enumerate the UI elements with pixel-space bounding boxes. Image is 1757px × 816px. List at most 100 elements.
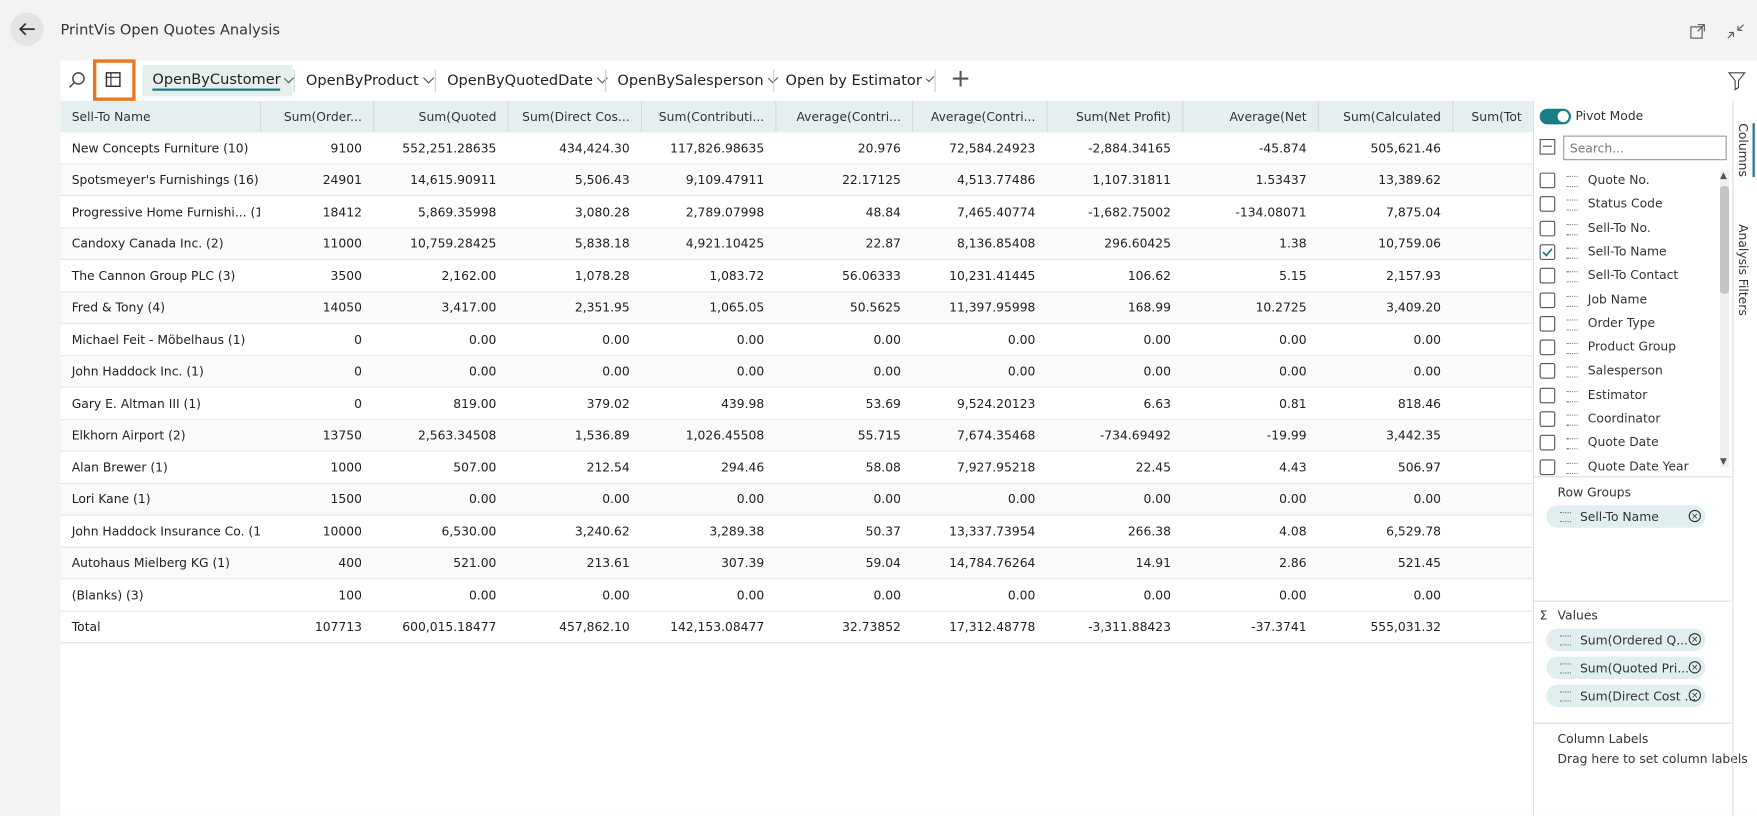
field-checkbox[interactable]	[1539, 363, 1556, 380]
chip-remove[interactable]: ×	[1688, 633, 1701, 646]
window-controls[interactable]	[1690, 22, 1746, 40]
table-cell: 55.715	[857, 428, 901, 443]
field-label[interactable]: Sell-To No.	[1587, 220, 1651, 235]
field-label[interactable]: Quote Date	[1587, 435, 1659, 450]
field-label[interactable]: Quote No.	[1587, 172, 1650, 188]
field-checkbox[interactable]	[1539, 339, 1556, 356]
field-checkbox[interactable]	[1539, 220, 1556, 236]
table-cell: 0.00	[1413, 332, 1442, 348]
field-label[interactable]: Product Group	[1587, 339, 1677, 355]
table-cell: 106.62	[1127, 268, 1171, 284]
field-label[interactable]: Sell-To Contact	[1587, 268, 1679, 283]
chip-remove[interactable]: ×	[1688, 689, 1701, 702]
table-row	[60, 419, 1533, 452]
side-tab[interactable]: Columns	[1736, 123, 1755, 177]
column-header[interactable]: Average(Contri...	[912, 100, 1046, 133]
column-header[interactable]: Sum(Order...	[259, 100, 373, 133]
field-checkbox[interactable]	[1539, 411, 1556, 427]
view-tab[interactable]: OpenBySalesperson	[607, 67, 778, 94]
field-checkbox[interactable]	[1539, 291, 1556, 308]
column-header[interactable]: Sum(Quoted	[373, 100, 507, 133]
chip[interactable]: Sum(Direct Cost ... ×	[1546, 684, 1706, 708]
field-checkbox[interactable]	[1539, 315, 1556, 332]
table-cell: -734.69492	[1099, 428, 1171, 443]
field-label[interactable]: Salesperson	[1587, 363, 1663, 379]
add-tab[interactable]: +	[950, 64, 971, 94]
table-cell: 0.00	[602, 588, 630, 603]
view-tab[interactable]: Open by Estimator	[775, 67, 935, 94]
table-cell: 0.00	[468, 588, 497, 603]
field-search[interactable]: Search...	[1563, 135, 1727, 161]
chip-remove[interactable]: ×	[1688, 509, 1701, 523]
table-cell: Alan Brewer (1)	[71, 460, 168, 475]
column-labels-hint: Drag here to set column labels	[1557, 751, 1748, 767]
side-tab[interactable]: Analysis Filters	[1735, 224, 1751, 316]
table-cell: 0.00	[873, 588, 901, 603]
field-label[interactable]: Quote Date Year	[1587, 458, 1689, 474]
field-label[interactable]: Estimator	[1587, 387, 1648, 402]
table-cell: 0.00	[1007, 364, 1036, 380]
chip[interactable]: Sell-To Name ×	[1546, 505, 1706, 528]
table-cell: 72,584.24923	[949, 140, 1036, 156]
table-cell: 24901	[322, 172, 362, 188]
field-grip	[1566, 366, 1578, 379]
table-cell: -37.3741	[1251, 619, 1307, 635]
table-cell: 8,136.85408	[956, 236, 1036, 252]
table-cell: 4.43	[1279, 460, 1307, 475]
field-checkbox[interactable]	[1539, 387, 1556, 404]
table-cell: 0.00	[873, 492, 901, 507]
back-button[interactable]	[9, 11, 45, 47]
table-cell: 457,862.10	[559, 619, 630, 635]
field-label[interactable]: Order Type	[1587, 315, 1656, 331]
field-checkbox[interactable]	[1539, 196, 1556, 213]
table-cell: 14,784.76264	[949, 556, 1036, 571]
table-cell: New Concepts Furniture (10)	[71, 140, 249, 156]
table-cell: 3,289.38	[709, 524, 765, 539]
table-cell: Progressive Home Furnishi... (14)	[71, 204, 260, 220]
page-title: PrintVis Open Quotes Analysis	[60, 22, 280, 40]
column-header[interactable]: Sum(Tot	[1452, 100, 1533, 133]
column-header[interactable]: Sum(Calculated	[1317, 100, 1452, 133]
table-cell: The Cannon Group PLC (3)	[71, 268, 236, 284]
chip[interactable]: Sum(Quoted Pri... ×	[1546, 656, 1706, 680]
column-header[interactable]: Average(Net	[1182, 100, 1318, 133]
table-cell: 5,838.18	[574, 236, 630, 252]
table-cell: -19.99	[1266, 428, 1307, 443]
field-label[interactable]: Job Name	[1587, 291, 1648, 307]
field-checkbox[interactable]	[1539, 458, 1556, 475]
pivot-toggle[interactable]	[1539, 108, 1574, 126]
field-checkbox[interactable]	[1539, 244, 1556, 260]
chip-remove[interactable]: ×	[1688, 661, 1701, 674]
column-header[interactable]: Sum(Net Profit)	[1046, 100, 1183, 133]
field-checkbox[interactable]	[1539, 435, 1556, 451]
field-label[interactable]: Status Code	[1587, 196, 1663, 211]
field-grip	[1566, 199, 1578, 211]
field-label[interactable]: Sell-To Name	[1587, 244, 1667, 259]
scroll-arrow: ▼	[1720, 456, 1727, 467]
filter-icon[interactable]	[1727, 71, 1747, 91]
table-cell: 0.00	[1279, 492, 1307, 507]
select-all-checkbox[interactable]	[1539, 138, 1556, 155]
column-header[interactable]: Sum(Direct Cos...	[507, 100, 641, 133]
table-cell: Lori Kane (1)	[71, 492, 151, 507]
field-checkbox[interactable]	[1539, 172, 1556, 189]
column-header[interactable]: Sum(Contributi...	[640, 100, 775, 133]
column-header[interactable]: Average(Contri...	[775, 100, 912, 133]
view-tab[interactable]: OpenByCustomer	[142, 67, 295, 94]
table-cell: 6,530.00	[441, 524, 497, 539]
table-cell: 50.5625	[849, 300, 901, 316]
table-cell: 0.00	[1007, 588, 1036, 603]
analysis-mode-button[interactable]	[93, 59, 136, 101]
field-label[interactable]: Coordinator	[1587, 411, 1661, 426]
view-tab[interactable]: OpenByQuotedDate	[437, 67, 609, 94]
table-cell: 168.99	[1127, 300, 1171, 316]
chip[interactable]: Sum(Ordered Q... ×	[1546, 628, 1706, 652]
field-checkbox[interactable]	[1539, 268, 1556, 284]
tab-separator	[773, 69, 775, 92]
column-header[interactable]: Sell-To Name	[71, 109, 151, 124]
table-row	[60, 228, 1533, 260]
search-icon[interactable]	[67, 71, 87, 91]
table-cell: 400	[338, 556, 362, 571]
view-tab[interactable]: OpenByProduct	[296, 67, 437, 94]
